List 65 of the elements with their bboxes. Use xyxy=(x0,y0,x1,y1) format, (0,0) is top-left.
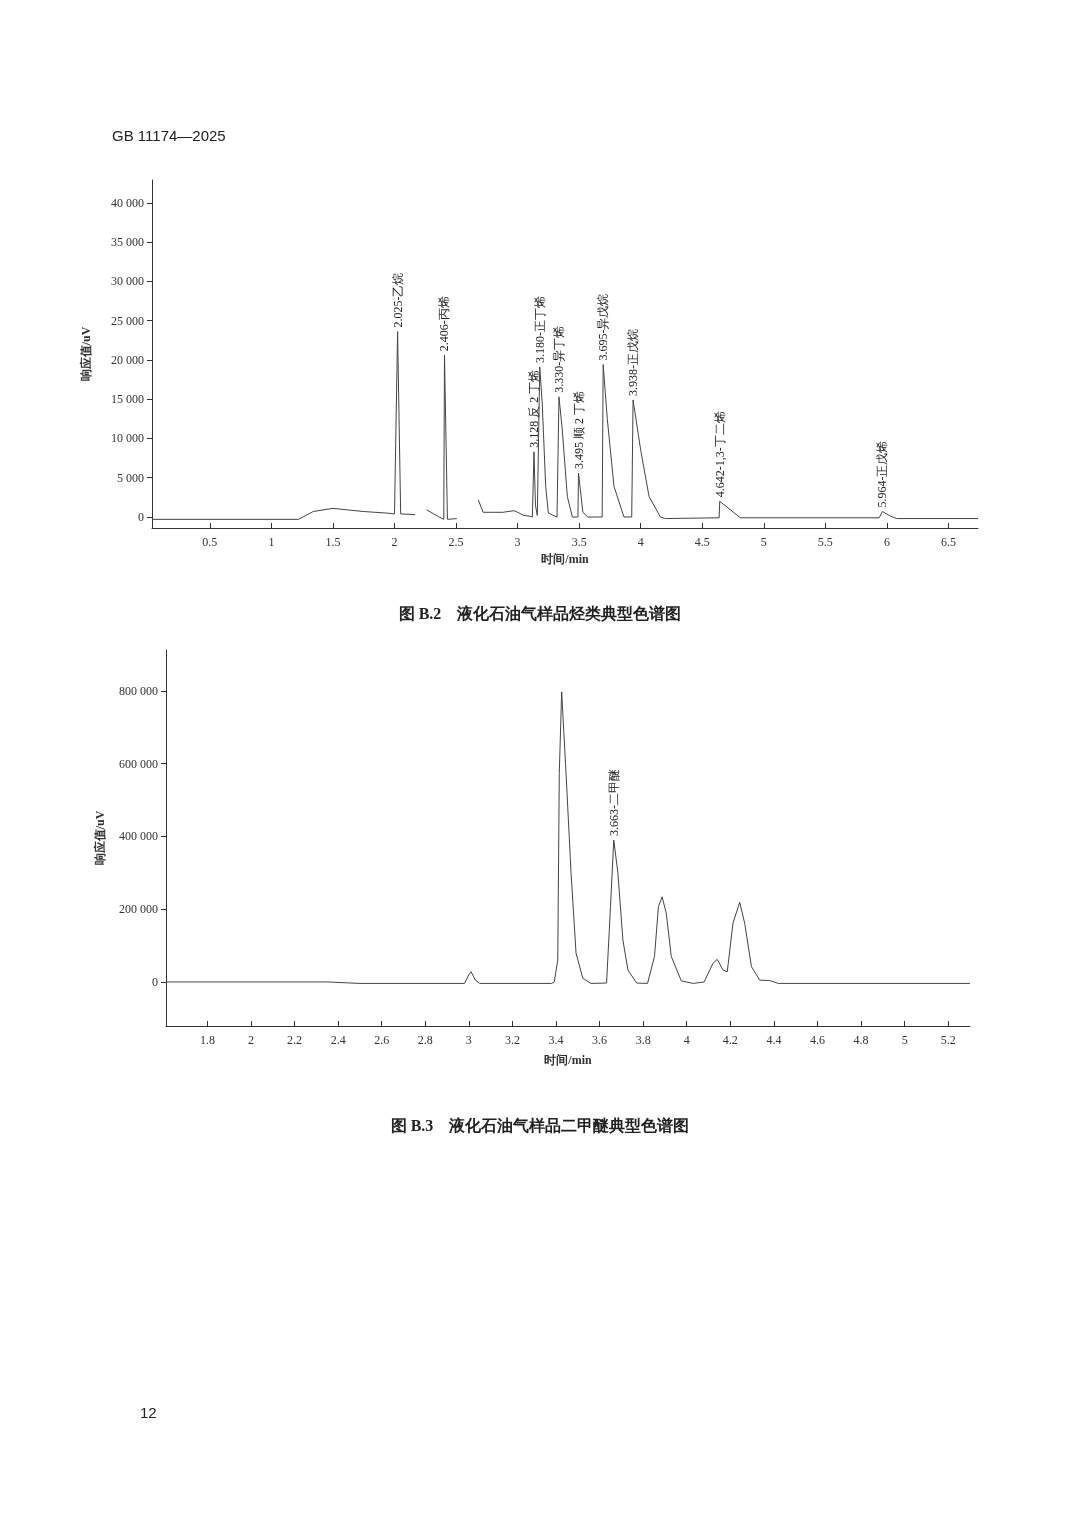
text: 12 xyxy=(140,1404,157,1421)
x-tick-label: 2 xyxy=(391,535,398,549)
x-tick-label: 3 xyxy=(514,535,521,549)
x-tick-label: 4.8 xyxy=(853,1033,869,1047)
text: 图 B.3 液化石油气样品二甲醚典型色谱图 xyxy=(390,1116,690,1134)
x-tick-label: 4.6 xyxy=(809,1033,825,1047)
x-tick-label: 2.8 xyxy=(417,1033,433,1047)
annotation: 4.642-1,3-丁二烯 xyxy=(712,411,727,498)
x-tick-label: 2.2 xyxy=(287,1033,303,1047)
y-tick-label: 20 000 xyxy=(111,352,144,367)
x-tick-label: 4.5 xyxy=(694,535,710,549)
x-tick-label: 2.4 xyxy=(330,1033,346,1047)
x-tick-label: 5.5 xyxy=(817,535,833,549)
line-series xyxy=(165,691,971,984)
y-tick-label: 30 000 xyxy=(111,274,144,289)
y-tick-label: 600 000 xyxy=(119,756,158,771)
y-tick-label: 10 000 xyxy=(111,431,144,446)
x-tick-label: 2.5 xyxy=(448,535,464,549)
x-tick-label: 4 xyxy=(637,535,644,549)
x-tick-label: 6.5 xyxy=(940,535,956,549)
annotation: 2.025-乙烷 xyxy=(390,272,405,328)
y-tick-label: 400 000 xyxy=(119,829,158,844)
x-axis-title: 时间/min xyxy=(541,551,589,566)
x-tick-label: 4.4 xyxy=(766,1033,782,1047)
x-tick-label: 5 xyxy=(901,1033,908,1047)
x-tick-label: 2.6 xyxy=(374,1033,390,1047)
x-axis-title: 时间/min xyxy=(544,1053,592,1067)
y-tick-label: 40 000 xyxy=(111,195,144,210)
annotation: 2.406-丙烯 xyxy=(437,296,452,352)
x-tick-label: 1 xyxy=(268,535,275,549)
y-axis-title: 响应值/uV xyxy=(79,326,93,382)
annotation: 3.330-异丁烯 xyxy=(551,325,566,393)
annotation: 3.938-正戊烷 xyxy=(626,328,641,396)
x-tick-label: 3 xyxy=(465,1033,472,1047)
y-tick-label: 5 000 xyxy=(117,470,144,485)
y-tick-label: 35 000 xyxy=(111,235,144,250)
annotation: 5.964-正戊烯 xyxy=(875,440,890,508)
x-tick-label: 3.4 xyxy=(548,1033,564,1047)
y-tick-label: 15 000 xyxy=(111,392,144,407)
annotation: 3.180-正丁烯 xyxy=(532,295,547,363)
x-tick-label: 0.5 xyxy=(202,535,218,549)
x-tick-label: 5 xyxy=(760,535,767,549)
text: 图 B.2 液化石油气样品烃类典型色谱图 xyxy=(398,604,682,622)
x-tick-label: 1.5 xyxy=(325,535,341,549)
annotation: 3.495 顺 2 丁烯 xyxy=(571,391,586,470)
annotation: 3.695-异戊烷 xyxy=(596,293,611,361)
x-tick-label: 6 xyxy=(883,535,890,549)
y-axis-title: 响应值/uV xyxy=(93,810,107,866)
x-tick-label: 1.8 xyxy=(199,1033,215,1047)
y-tick-label: 25 000 xyxy=(111,313,144,328)
x-tick-label: 4.2 xyxy=(722,1033,738,1047)
y-tick-label: 0 xyxy=(138,510,144,524)
x-tick-label: 2 xyxy=(247,1033,254,1047)
x-tick-label: 3.2 xyxy=(504,1033,520,1047)
text: GB 11174—2025 xyxy=(112,127,226,144)
x-tick-label: 3.8 xyxy=(635,1033,651,1047)
x-tick-label: 5.2 xyxy=(940,1033,956,1047)
y-tick-label: 800 000 xyxy=(119,683,158,698)
annotation: 3.128 反 2 丁烯 xyxy=(526,369,541,448)
x-tick-label: 3.5 xyxy=(571,535,587,549)
y-tick-label: 200 000 xyxy=(119,902,158,917)
x-tick-label: 4 xyxy=(683,1033,690,1047)
annotation: 3.663-二甲醚 xyxy=(606,769,621,836)
x-tick-label: 3.6 xyxy=(592,1033,608,1047)
y-tick-label: 0 xyxy=(152,974,158,989)
